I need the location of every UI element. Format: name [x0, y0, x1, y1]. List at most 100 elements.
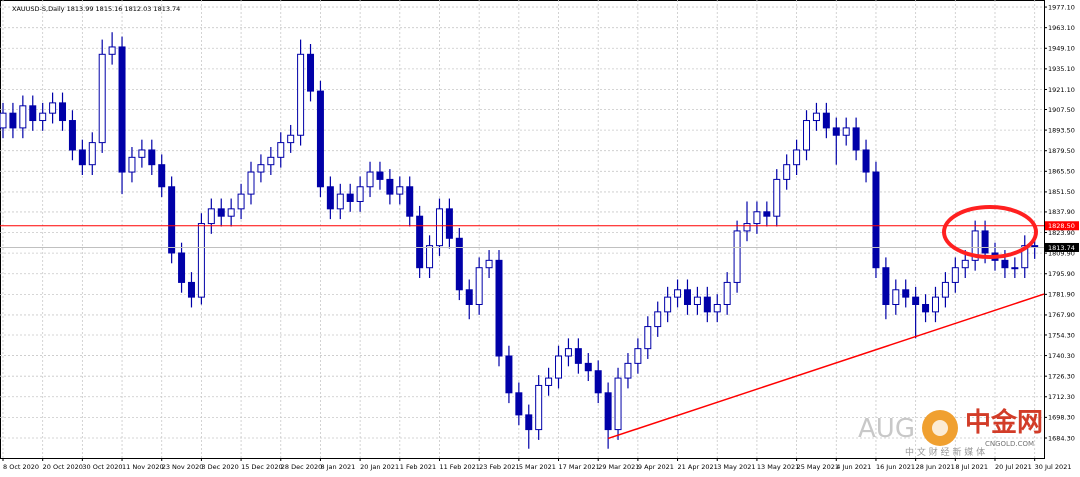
candle-body: [445, 208, 453, 239]
candle-body: [455, 237, 463, 291]
candle-body: [654, 311, 662, 328]
candle-body: [485, 259, 493, 269]
y-tick-label: 1781.90: [1048, 291, 1075, 299]
candle-body: [396, 186, 404, 195]
y-tick-label: 1809.90: [1048, 249, 1075, 257]
x-tick-label: 8 Oct 2020: [3, 463, 39, 471]
candle-body: [872, 171, 880, 269]
candle-body: [555, 355, 563, 379]
candle-body: [862, 149, 870, 173]
candle-body: [187, 281, 195, 298]
y-tick-label: 1977.10: [1048, 3, 1075, 11]
candle-body: [713, 303, 721, 313]
candle-body: [416, 215, 424, 269]
candle-body: [971, 230, 979, 261]
candle-body: [267, 156, 275, 166]
watermark-text: 中金网: [965, 407, 1043, 438]
candle-body: [892, 289, 900, 305]
x-tick-label: 16 Jun 2021: [876, 463, 915, 471]
candle-body: [852, 127, 860, 151]
y-tick-label: 1851.50: [1048, 188, 1075, 196]
y-tick-label: 1754.30: [1048, 331, 1075, 339]
candle-body: [733, 230, 741, 283]
candle-body: [78, 149, 86, 166]
candle-body: [981, 230, 989, 254]
y-tick-label: 1893.50: [1048, 126, 1075, 134]
candle-body: [128, 156, 136, 173]
candle-body: [1021, 245, 1029, 269]
x-tick-label: 13 May 2021: [757, 463, 799, 471]
candle-body: [743, 223, 751, 232]
watermark-logo-inner: [932, 420, 948, 436]
candle-body: [475, 267, 483, 305]
x-tick-label: 30 Oct 2020: [82, 463, 122, 471]
y-tick-label: 1921.10: [1048, 86, 1075, 94]
candle-body: [9, 112, 17, 129]
watermark: AUG 中金网 CNGOLD.COM 中 文 财 经 新 媒 体: [858, 407, 1043, 458]
candle-body: [723, 281, 731, 305]
y-tick-label: 1740.30: [1048, 352, 1075, 360]
candle-body: [1001, 259, 1009, 269]
candle-body: [793, 149, 801, 166]
price-label-box: [1045, 242, 1079, 252]
x-tick-label: 8 Jul 2021: [955, 463, 988, 471]
candle-body: [148, 149, 156, 166]
x-tick-label: 11 Feb 2021: [439, 463, 479, 471]
x-tick-label: 3 Dec 2020: [201, 463, 238, 471]
y-tick-label: 1935.10: [1048, 65, 1075, 73]
y-tick-label: 1949.10: [1048, 45, 1075, 53]
x-tick-label: 28 Jun 2021: [916, 463, 955, 471]
candle-body: [108, 46, 116, 55]
candle-body: [1011, 267, 1019, 270]
x-tick-label: 11 Nov 2020: [122, 463, 164, 471]
candle-body: [812, 112, 820, 122]
candle-body: [703, 296, 711, 313]
trend-line: [607, 293, 1045, 440]
candle-body: [594, 370, 602, 394]
x-tick-label: 30 Jul 2021: [1035, 463, 1072, 471]
candle-body: [98, 53, 106, 144]
candle-body: [545, 377, 553, 386]
candle-body: [912, 296, 920, 305]
candle-body: [505, 355, 513, 394]
candle-body: [386, 178, 394, 195]
x-tick-label: 21 Apr 2021: [678, 463, 718, 471]
candle-body: [951, 267, 959, 283]
y-tick-label: 1823.90: [1048, 229, 1075, 237]
watermark-text: CNGOLD.COM: [985, 440, 1034, 448]
x-tick-label: 4 Jun 2021: [836, 463, 871, 471]
candle-body: [366, 171, 374, 188]
x-tick-label: 25 May 2021: [797, 463, 839, 471]
candle-body: [247, 171, 255, 195]
x-tick-label: 5 Mar 2021: [519, 463, 556, 471]
candle-body: [346, 193, 354, 202]
candle-body: [49, 102, 57, 114]
plot-frame: [0, 0, 1045, 459]
candle-body: [435, 208, 443, 247]
x-tick-label: 1 Feb 2021: [400, 463, 436, 471]
y-tick-label: 1837.90: [1048, 208, 1075, 216]
watermark-text: AUG: [858, 414, 915, 444]
candle-body: [783, 164, 791, 180]
candle-body: [773, 178, 781, 217]
candle-body: [158, 164, 166, 188]
candle-body: [39, 112, 47, 122]
candle-body: [307, 53, 315, 92]
x-tick-label: 17 Mar 2021: [559, 463, 600, 471]
candle-body: [178, 252, 186, 283]
y-tick-label: 1795.90: [1048, 270, 1075, 278]
x-tick-label: 8 Jan 2021: [320, 463, 355, 471]
candle-body: [426, 245, 434, 269]
candle-body: [644, 326, 652, 350]
candle-body: [674, 289, 682, 298]
candle-body: [19, 105, 27, 129]
candle-body: [207, 208, 215, 225]
x-tick-label: 3 May 2021: [717, 463, 755, 471]
candle-body: [138, 149, 146, 158]
y-tick-label: 1907.50: [1048, 106, 1075, 114]
candle-body: [88, 142, 96, 166]
candle-body: [495, 259, 503, 357]
candle-body: [634, 348, 642, 364]
x-tick-label: 29 Mar 2021: [598, 463, 639, 471]
